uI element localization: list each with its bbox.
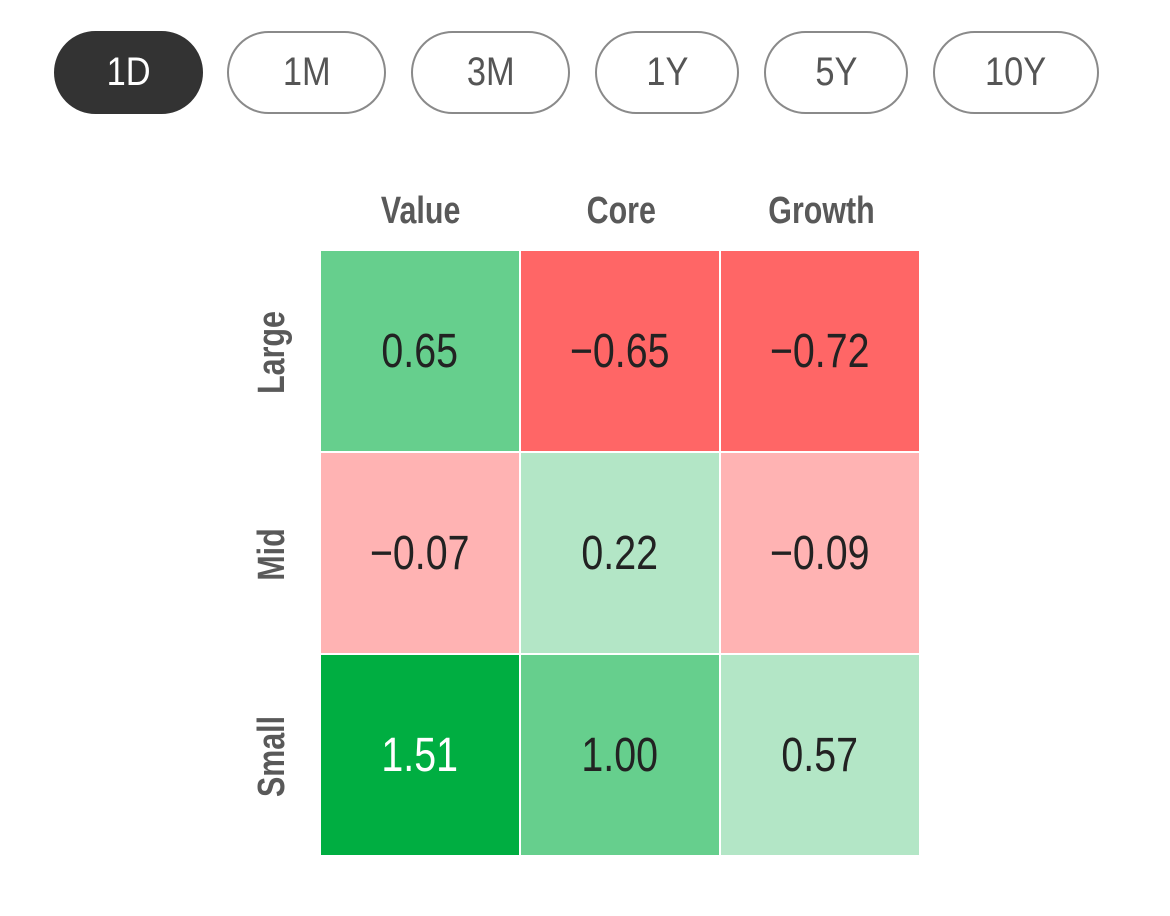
tab-label: 10Y	[985, 50, 1047, 94]
heatmap-cell-small-core: 1.00	[521, 655, 719, 855]
heatmap-cell-mid-growth: −0.09	[721, 453, 919, 653]
heatmap-cell-mid-value: −0.07	[321, 453, 519, 653]
heatmap-cell-small-value: 1.51	[321, 655, 519, 855]
heatmap-cell-value: −0.65	[570, 324, 670, 378]
column-header-growth: Growth	[721, 186, 921, 236]
column-header-label: Value	[381, 189, 461, 232]
tab-label: 5Y	[814, 50, 858, 94]
tab-1d[interactable]: 1D	[54, 31, 203, 114]
column-header-label: Core	[586, 189, 656, 232]
heatmap-cell-value: 1.00	[581, 728, 659, 782]
heatmap-cell-value: −0.72	[770, 324, 870, 378]
heatmap-cell-value: 0.57	[781, 728, 859, 782]
tab-label: 1Y	[645, 50, 689, 94]
heatmap-cell-value: 0.22	[581, 526, 659, 580]
row-header-label: Large	[251, 310, 294, 394]
tab-3m[interactable]: 3M	[411, 31, 570, 114]
column-header-value: Value	[321, 186, 521, 236]
heatmap-cell-large-value: 0.65	[321, 251, 519, 451]
heatmap-cell-value: 0.65	[381, 324, 459, 378]
style-box-heatmap: 0.65 −0.65 −0.72 −0.07 0.22 −0.09 1.51 1.00 0.57	[321, 251, 921, 859]
tab-1m[interactable]: 1M	[227, 31, 386, 114]
timeframe-tabs: 1D 1M 3M 1Y 5Y 10Y	[0, 0, 1170, 140]
heatmap-cell-large-core: −0.65	[521, 251, 719, 451]
heatmap-cell-small-growth: 0.57	[721, 655, 919, 855]
tab-5y[interactable]: 5Y	[764, 31, 908, 114]
tab-label: 1M	[282, 50, 331, 94]
heatmap-cell-value: −0.09	[770, 526, 870, 580]
heatmap-cell-large-growth: −0.72	[721, 251, 919, 451]
row-header-mid: Mid	[248, 454, 298, 654]
row-header-small: Small	[248, 656, 298, 856]
heatmap-cell-value: 1.51	[381, 728, 459, 782]
tab-label: 1D	[106, 50, 151, 94]
column-header-core: Core	[521, 186, 721, 236]
heatmap-cell-mid-core: 0.22	[521, 453, 719, 653]
row-header-large: Large	[248, 252, 298, 452]
row-header-label: Small	[251, 715, 294, 797]
tab-10y[interactable]: 10Y	[933, 31, 1099, 114]
column-header-label: Growth	[767, 189, 875, 232]
tab-1y[interactable]: 1Y	[595, 31, 739, 114]
heatmap-cell-value: −0.07	[370, 526, 470, 580]
tab-label: 3M	[466, 50, 515, 94]
row-header-label: Mid	[251, 527, 294, 581]
